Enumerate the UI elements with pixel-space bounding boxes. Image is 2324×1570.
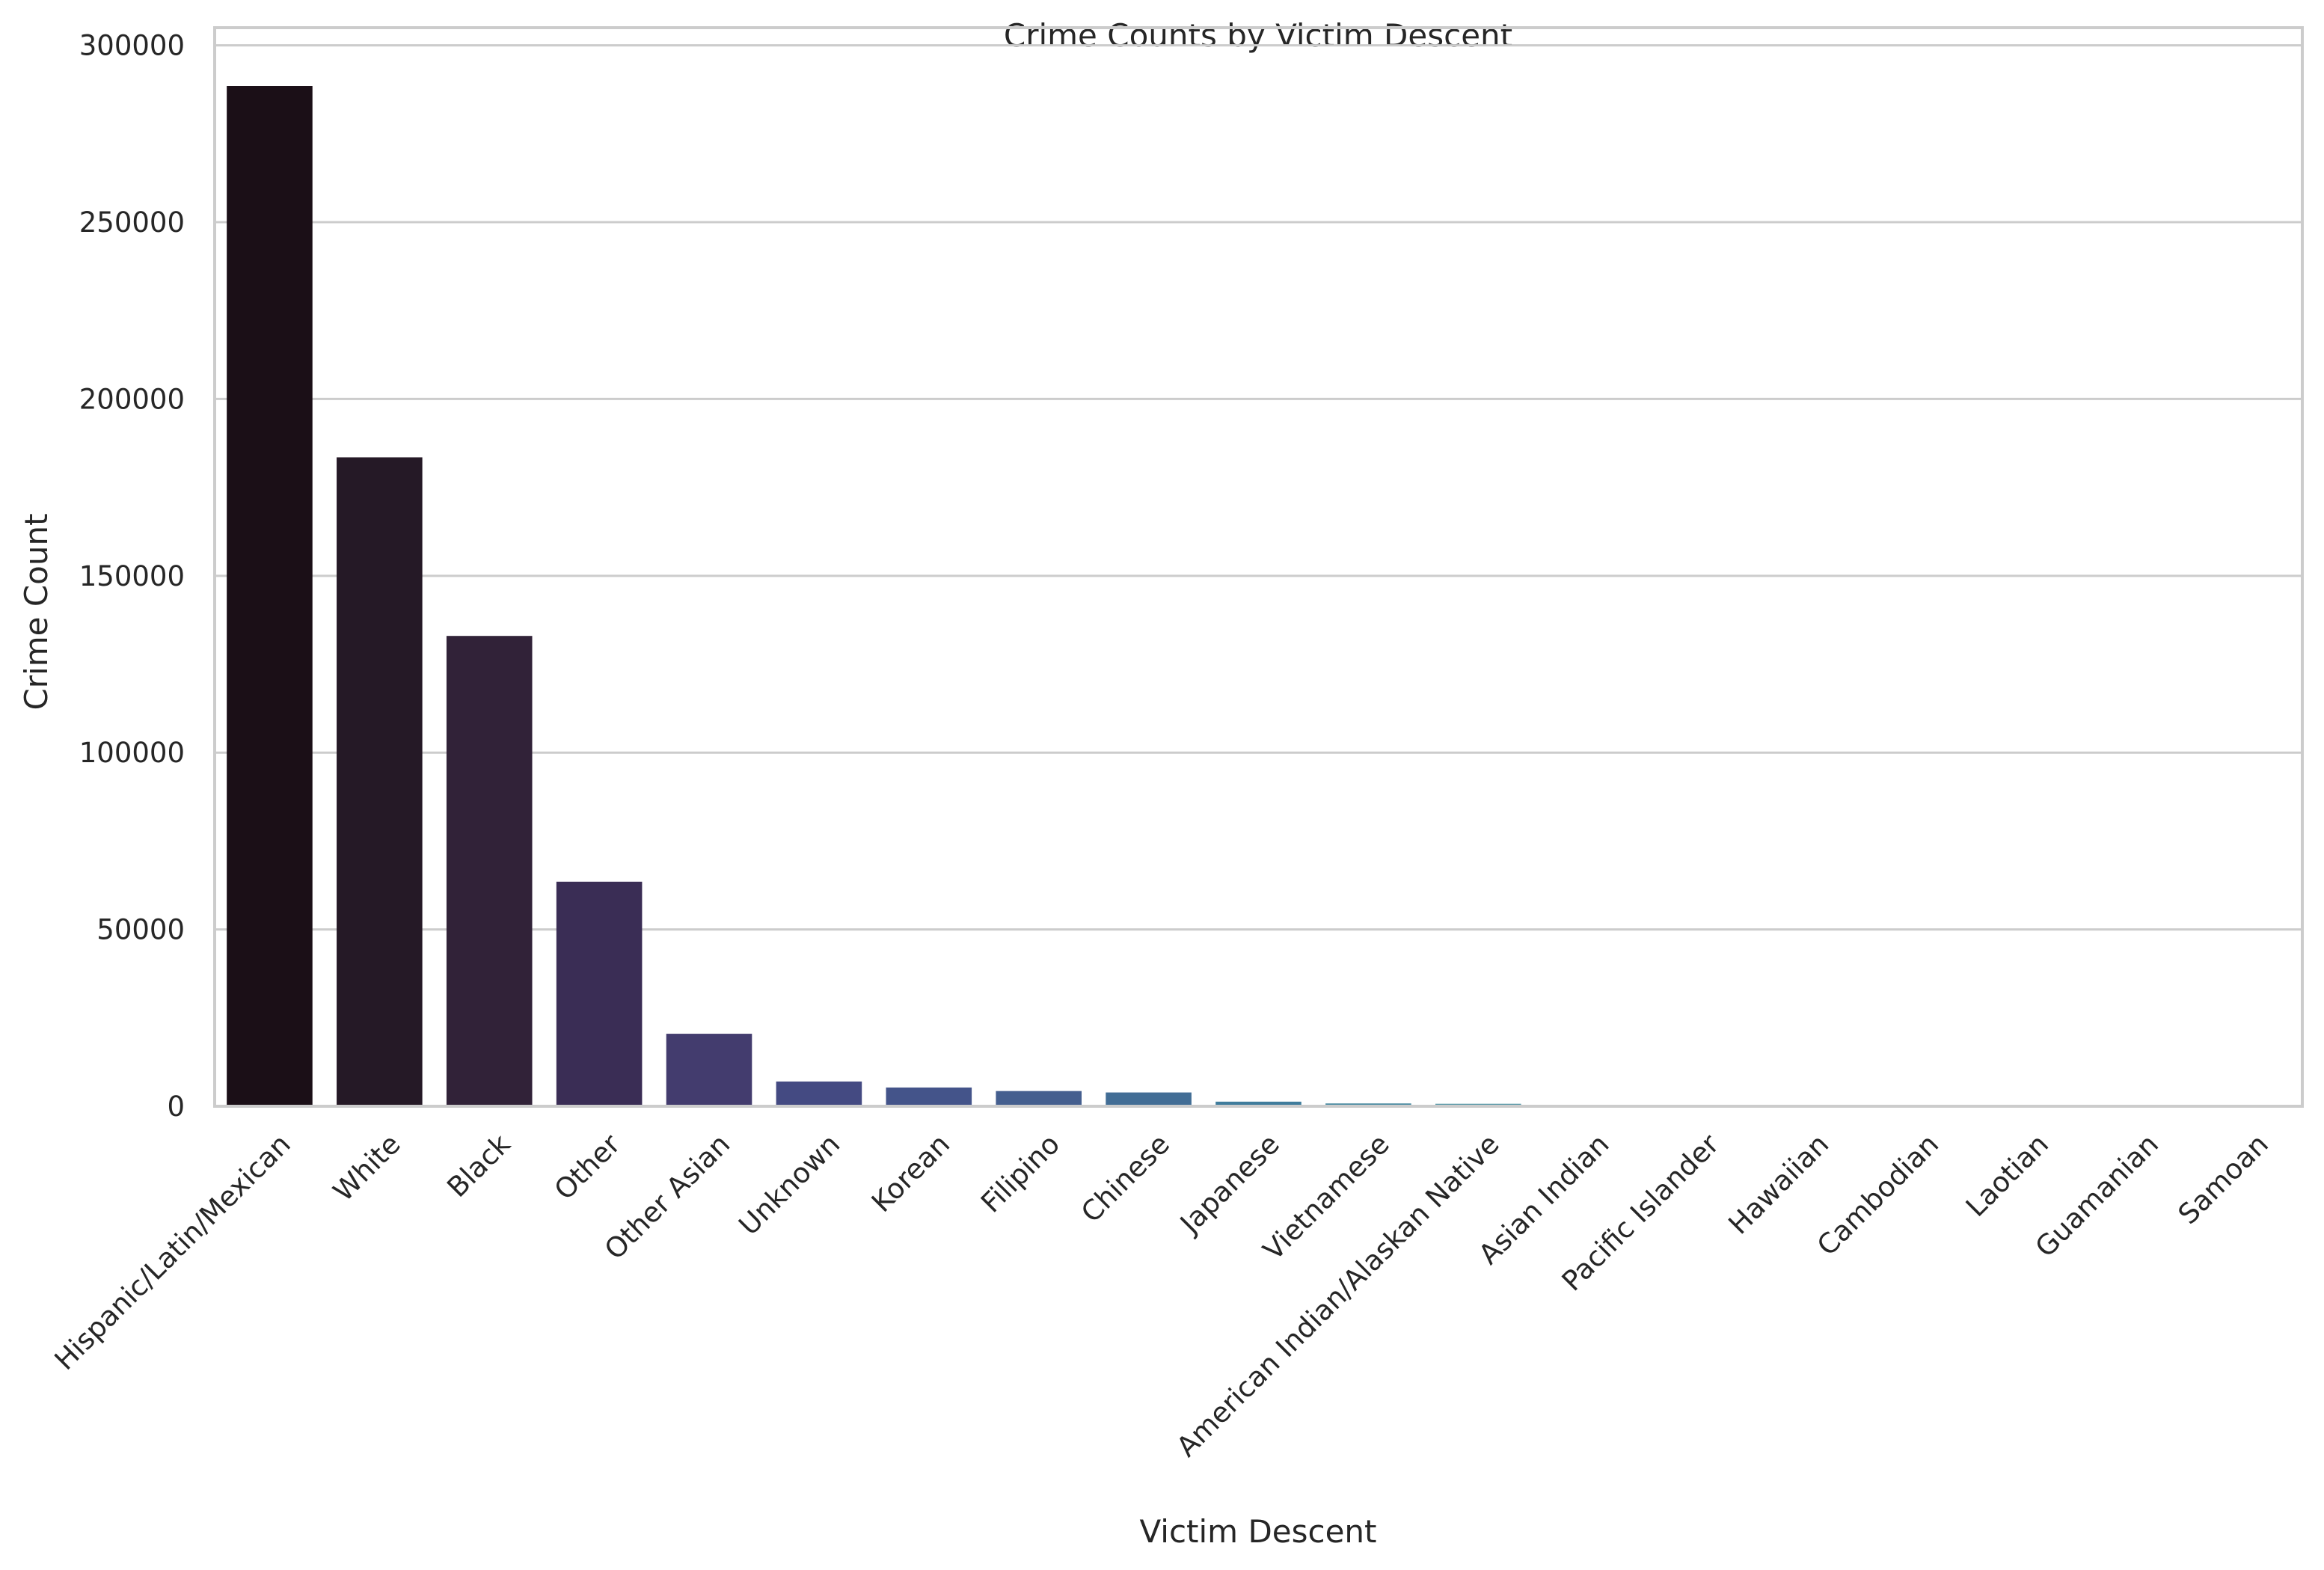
- plot-frame: [213, 26, 2304, 1108]
- x-tick-label: Black: [441, 1128, 517, 1204]
- x-tick-label: Japanese: [1173, 1128, 1286, 1241]
- y-tick-label: 100000: [79, 737, 185, 769]
- y-tick-label: 0: [167, 1091, 185, 1123]
- x-axis-ticks: Hispanic/Latin/Mexican White Black OtherOth…: [49, 1127, 2275, 1463]
- bar: [1215, 1101, 1301, 1106]
- bar: [666, 1034, 752, 1106]
- y-axis-ticks: 0 50000 100000 150000 200000 250000 300000: [79, 30, 185, 1123]
- x-tick-label: Other: [548, 1127, 627, 1206]
- y-axis-label: Crime Count: [18, 513, 55, 710]
- x-tick-label: Laotian: [1960, 1128, 2055, 1223]
- bar: [996, 1091, 1082, 1106]
- y-tick-label: 250000: [79, 206, 185, 239]
- bars: [227, 86, 2290, 1106]
- y-tick-label: 50000: [96, 914, 185, 946]
- bar: [446, 636, 533, 1106]
- x-tick-label: Filipino: [975, 1128, 1066, 1219]
- bar: [227, 86, 313, 1106]
- x-tick-label: Samoan: [2172, 1128, 2275, 1230]
- x-tick-label: Unknown: [732, 1128, 846, 1242]
- x-axis-label: Victim Descent: [1139, 1513, 1376, 1550]
- bar: [556, 881, 643, 1106]
- x-tick-label: Hispanic/Latin/Mexican: [49, 1128, 297, 1376]
- x-tick-label: Hawaiian: [1723, 1128, 1836, 1241]
- bar: [886, 1087, 972, 1106]
- y-tick-label: 200000: [79, 383, 185, 415]
- bar: [1106, 1092, 1192, 1106]
- x-tick-label: Korean: [865, 1128, 956, 1218]
- y-tick-label: 300000: [79, 30, 185, 62]
- bar: [337, 457, 423, 1106]
- chart-title: Crime Counts by Victim Descent: [1004, 17, 1512, 54]
- bar: [776, 1081, 862, 1106]
- x-tick-label: Chinese: [1075, 1128, 1176, 1229]
- y-tick-label: 150000: [79, 560, 185, 592]
- x-tick-label: White: [327, 1128, 406, 1207]
